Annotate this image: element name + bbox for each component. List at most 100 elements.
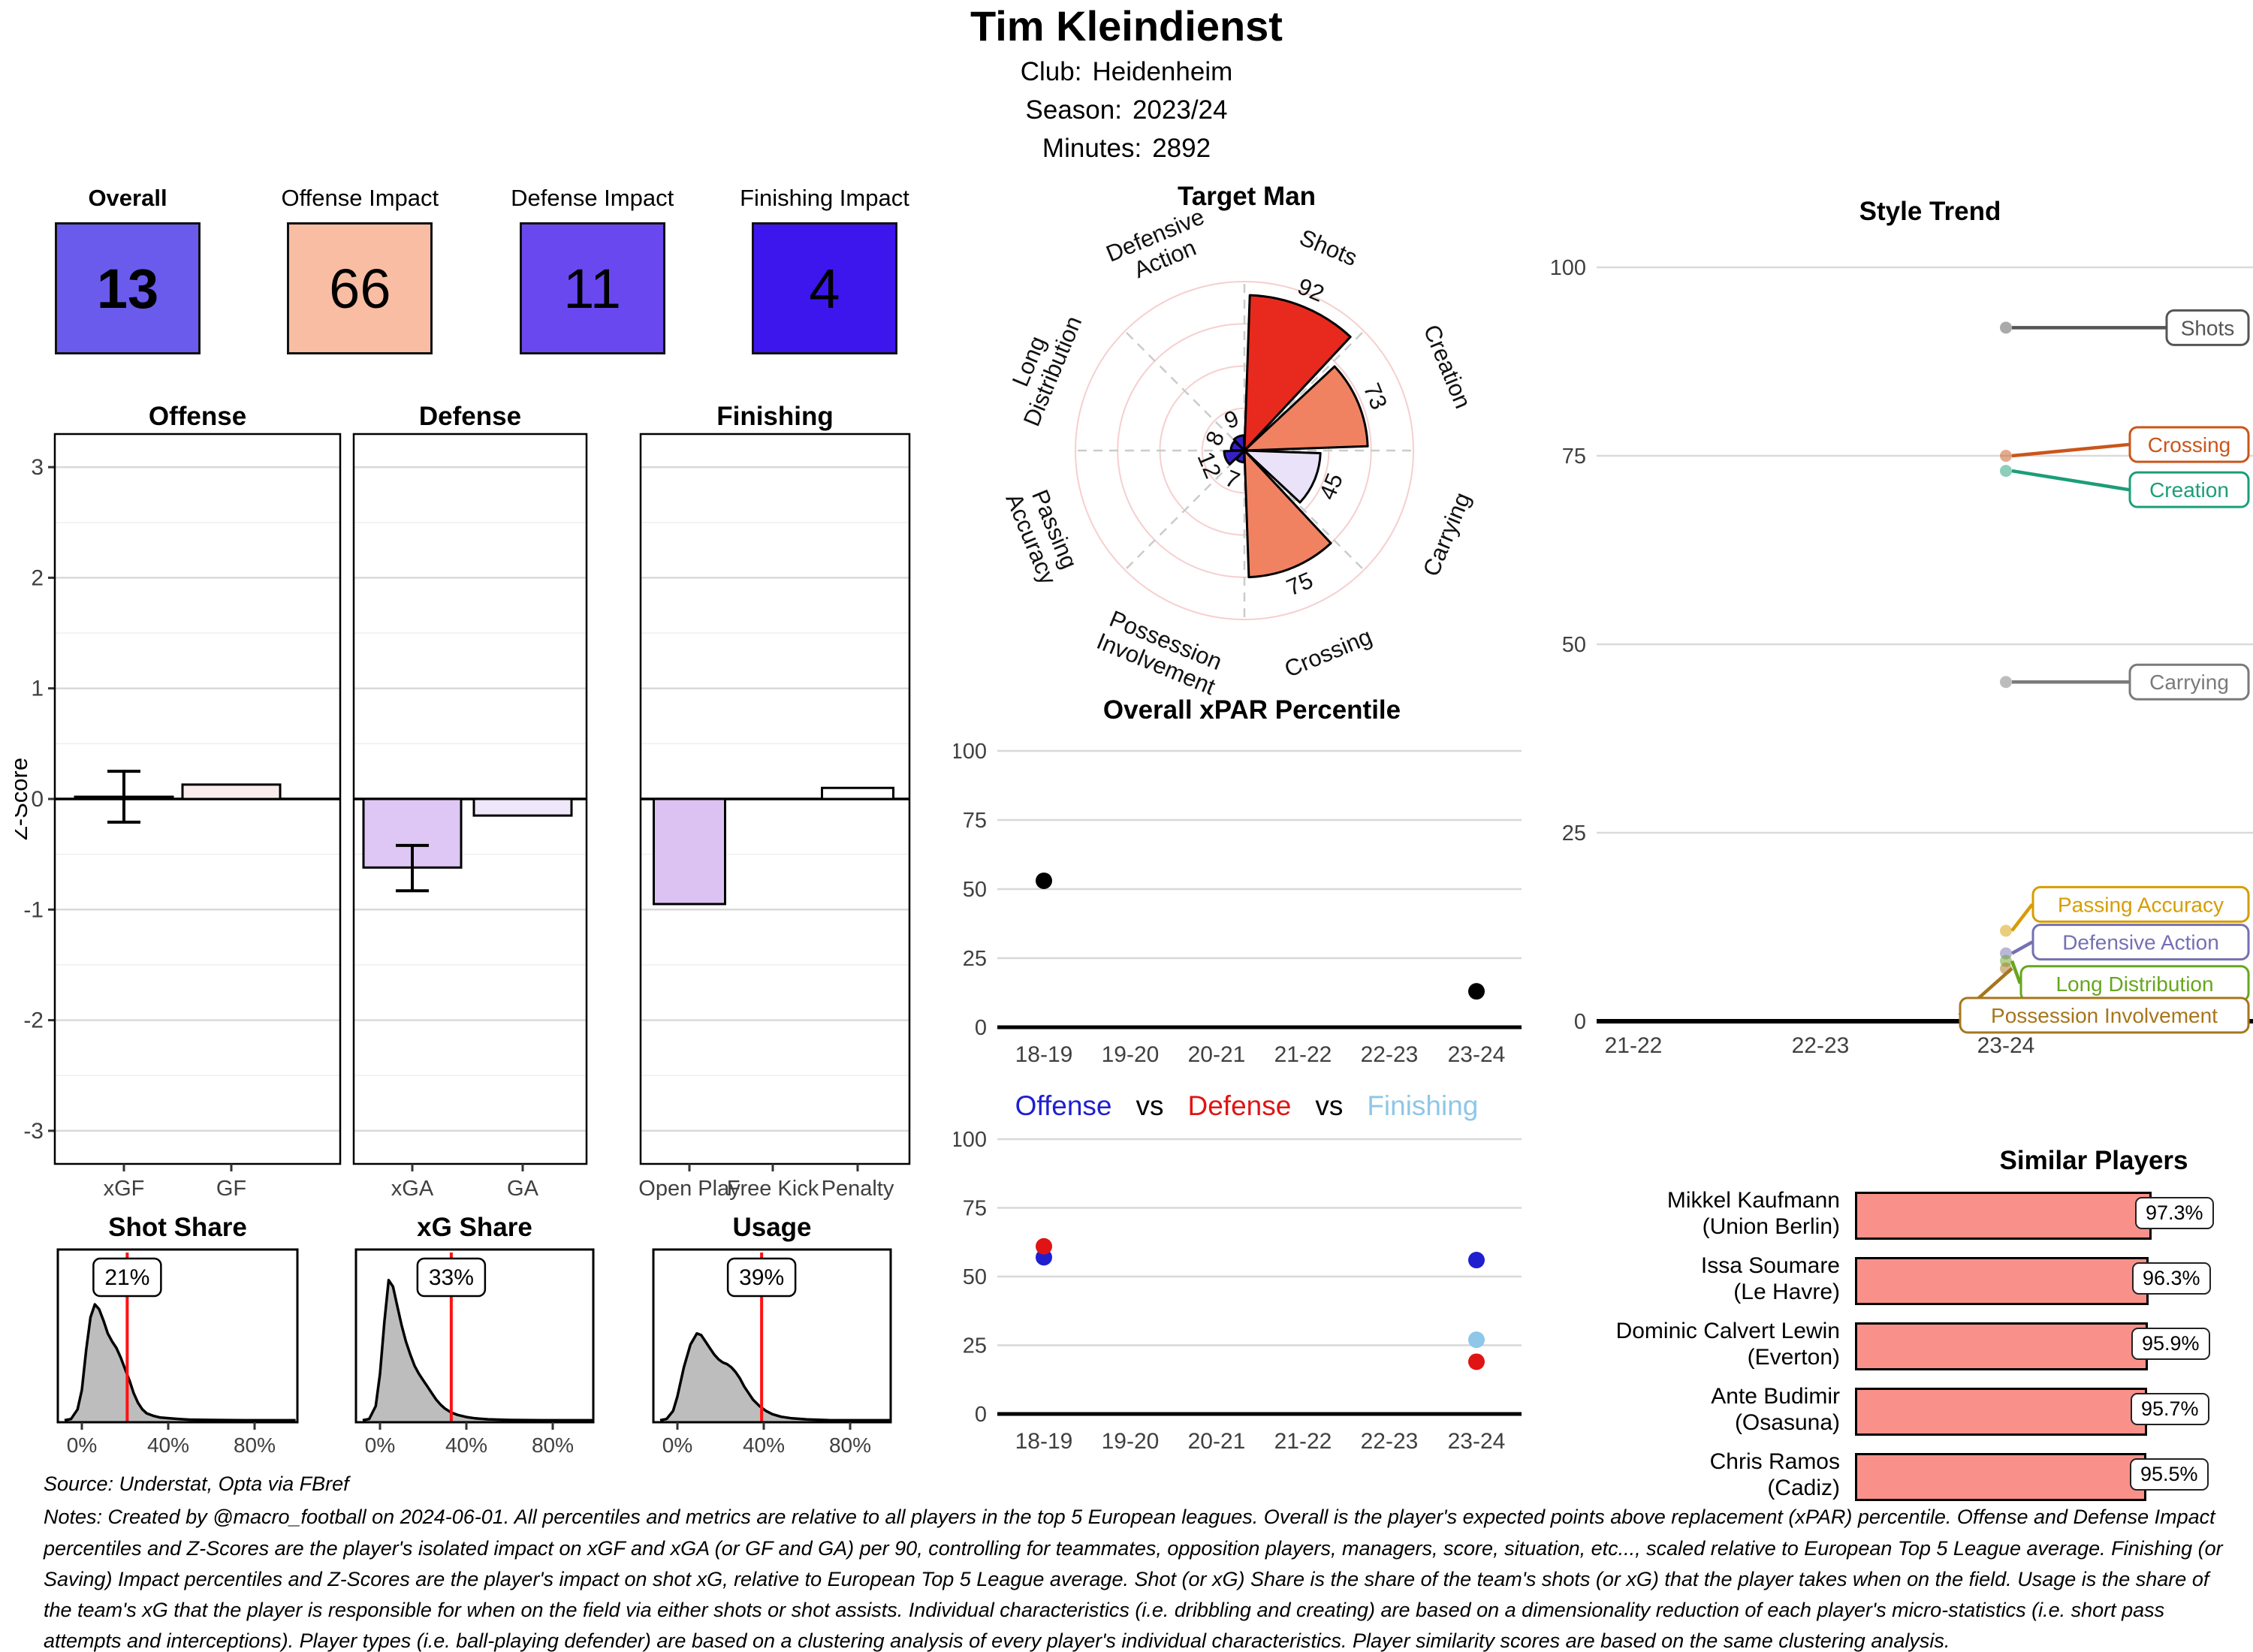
point-23-24: [1468, 983, 1485, 1000]
radar-wedge-passing-accuracy: [1223, 449, 1246, 466]
impact-value-box: 11: [519, 222, 665, 354]
svg-text:25: 25: [1562, 821, 1586, 846]
point-23-24: [1468, 1252, 1485, 1269]
svg-text:-1: -1: [23, 897, 44, 922]
svg-text:18-19: 18-19: [1015, 1429, 1073, 1454]
source-text: Source: Understat, Opta via FBref: [44, 1473, 349, 1495]
similar-player-row: Mikkel Kaufmann (Union Berlin) 97.3%: [1547, 1188, 2238, 1241]
svg-text:0: 0: [1574, 1010, 1586, 1034]
style-label-box: [1959, 996, 2250, 1034]
point-23-24: [1468, 1331, 1485, 1349]
svg-text:22-23: 22-23: [1361, 1042, 1419, 1067]
similar-player-name: Issa Soumare (Le Havre): [1700, 1253, 1840, 1305]
svg-text:PossessionInvolvement: PossessionInvolvement: [1093, 604, 1229, 701]
svg-text:LongDistribution: LongDistribution: [994, 303, 1087, 430]
svg-text:92: 92: [1294, 273, 1328, 307]
odf-title-part: Finishing: [1367, 1090, 1479, 1121]
svg-text:Long Distribution: Long Distribution: [2055, 972, 2213, 996]
svg-text:Open Play: Open Play: [638, 1177, 740, 1201]
style-trend-chart: 0 25 50 75 100 21-22 22-23 23-24 Shots Crossing Cr…: [1550, 256, 2253, 1058]
svg-text:19-20: 19-20: [1102, 1429, 1160, 1454]
radar-wedge-defensive-action: [1232, 434, 1246, 452]
svg-text:12: 12: [1193, 448, 1227, 482]
svg-text:100: 100: [954, 740, 987, 764]
svg-text:100: 100: [954, 1128, 987, 1152]
svg-text:xGF: xGF: [104, 1177, 145, 1201]
svg-text:0: 0: [975, 1403, 987, 1427]
svg-text:Crossing: Crossing: [1280, 623, 1375, 683]
density-area: [363, 1280, 594, 1422]
svg-text:Offense: Offense: [149, 405, 246, 431]
svg-text:45: 45: [1313, 469, 1348, 503]
point-18-19: [1036, 1237, 1052, 1255]
player-header: Tim Kleindienst Club: Heidenheim Season: 2…: [751, 2, 1502, 164]
svg-text:50: 50: [1562, 633, 1586, 657]
svg-text:80%: 80%: [829, 1433, 871, 1457]
svg-text:21-22: 21-22: [1274, 1429, 1332, 1454]
svg-text:3: 3: [31, 455, 44, 480]
similar-player-row: Issa Soumare (Le Havre) 96.3%: [1547, 1253, 2238, 1307]
style-label-box: [2031, 924, 2250, 961]
impact-cell-overall: Overall 13: [14, 185, 242, 354]
svg-text:80%: 80%: [532, 1433, 574, 1457]
svg-text:75: 75: [1283, 567, 1317, 601]
page-title: Tim Kleindienst: [970, 2, 1283, 50]
similar-player-name: Mikkel Kaufmann (Union Berlin): [1666, 1188, 1840, 1240]
point-23-24: [1468, 1353, 1485, 1370]
point-18-19: [1036, 872, 1052, 889]
svg-text:20-21: 20-21: [1188, 1429, 1246, 1454]
style-label-box: [2128, 426, 2250, 463]
svg-text:0%: 0%: [365, 1433, 395, 1457]
svg-text:PassingAccuracy: PassingAccuracy: [1000, 480, 1085, 589]
similarity-value-badge: 95.5%: [2130, 1458, 2209, 1491]
svg-text:25: 25: [963, 947, 987, 971]
density-area: [660, 1333, 891, 1422]
svg-text:23-24: 23-24: [1448, 1429, 1506, 1454]
xpar-title: Overall xPAR Percentile: [1102, 695, 1401, 725]
svg-text:Free Kick: Free Kick: [727, 1177, 819, 1201]
minutes-label: Minutes:: [1042, 133, 1142, 163]
similarity-bar: [1855, 1192, 2152, 1240]
similarity-bar: [1855, 1322, 2148, 1370]
impact-cell-finishing: Finishing Impact 4: [710, 185, 939, 354]
radar-wedge-carrying: [1243, 449, 1322, 504]
svg-text:Usage: Usage: [732, 1213, 811, 1242]
style-label-box: [2031, 885, 2250, 923]
svg-text:-2: -2: [23, 1008, 44, 1033]
svg-text:Crossing: Crossing: [2148, 433, 2230, 457]
similarity-bar: [1855, 1453, 2146, 1501]
minutes-value: 2892: [1152, 133, 1211, 163]
svg-text:21-22: 21-22: [1605, 1033, 1663, 1058]
similar-player-name: Ante Budimir (Osasuna): [1711, 1384, 1840, 1436]
impact-label: Finishing Impact: [740, 185, 909, 211]
similar-player-row: Chris Ramos (Cadiz) 95.5%: [1547, 1449, 2238, 1503]
svg-text:50: 50: [963, 878, 987, 902]
svg-text:25: 25: [963, 1334, 987, 1358]
club-label: Club:: [1020, 56, 1082, 86]
impact-value-box: 13: [55, 222, 201, 354]
radar-wedge-creation: [1243, 365, 1369, 452]
zscore-bar-charts: 3 2 1 0 -1 -2 -3 Z-Score Offense xGF GF Defense xGA G…: [15, 405, 911, 1201]
svg-text:100: 100: [1550, 256, 1586, 280]
svg-text:0%: 0%: [67, 1433, 97, 1457]
style-trend-title: Style Trend: [1859, 197, 2001, 226]
similarity-bar: [1855, 1388, 2147, 1436]
similar-player-name: Chris Ramos (Cadiz): [1709, 1449, 1840, 1501]
svg-text:40%: 40%: [147, 1433, 189, 1457]
zscore-bar-GA: [472, 797, 573, 817]
zscore-bar-Penalty: [821, 786, 894, 800]
zscore-bar-Open Play: [653, 797, 726, 906]
similar-player-name: Dominic Calvert Lewin (Everton): [1615, 1319, 1840, 1370]
svg-text:0: 0: [31, 787, 44, 812]
svg-text:GF: GF: [216, 1177, 246, 1201]
season-line: Season: 2023/24: [751, 95, 1502, 125]
svg-text:Defensive Action: Defensive Action: [2062, 931, 2219, 954]
style-point-carrying: [2000, 676, 2012, 689]
svg-text:80%: 80%: [234, 1433, 276, 1457]
svg-text:21%: 21%: [104, 1265, 149, 1290]
impact-value-box: 4: [751, 222, 897, 354]
svg-text:-3: -3: [23, 1119, 44, 1144]
season-value: 2023/24: [1132, 95, 1228, 125]
svg-text:0: 0: [975, 1016, 987, 1040]
